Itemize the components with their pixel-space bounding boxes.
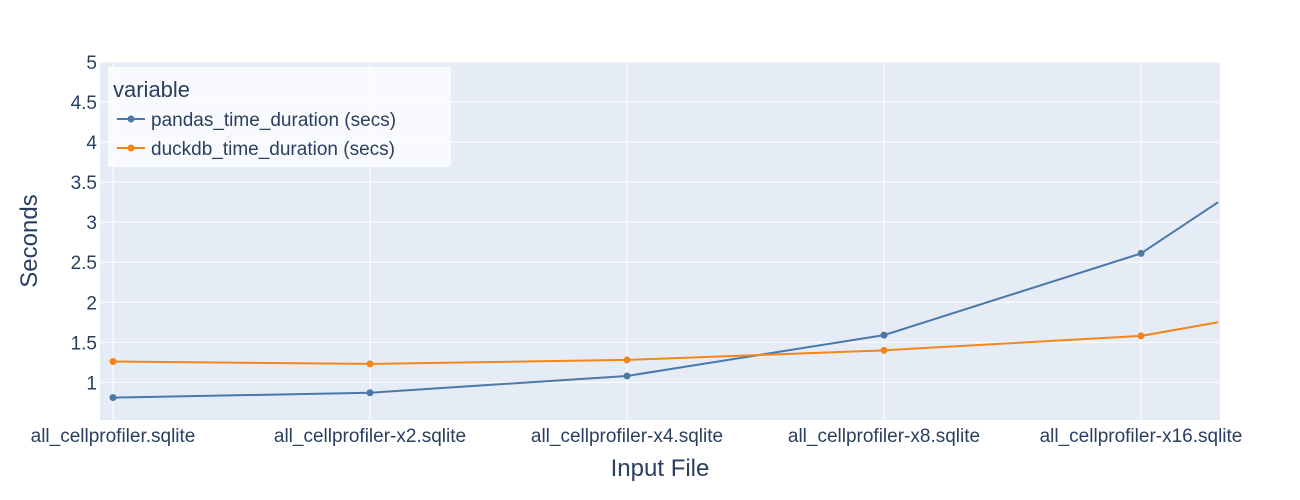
y-tick-label: 3	[86, 213, 97, 234]
legend: variable pandas_time_duration (secs) duck…	[108, 67, 451, 167]
data-point	[366, 389, 374, 397]
legend-items: pandas_time_duration (secs) duckdb_time_d…	[117, 110, 396, 160]
y-tick-label: 5	[86, 53, 97, 74]
legend-swatch-marker	[127, 144, 135, 152]
series-layer	[109, 201, 1219, 402]
legend-label: duckdb_time_duration (secs)	[151, 139, 395, 160]
x-tick-label: all_cellprofiler-x4.sqlite	[531, 426, 723, 447]
y-axis-title: Seconds	[16, 194, 43, 287]
x-axis-ticks: all_cellprofiler.sqlite all_cellprofiler-…	[31, 426, 1243, 447]
series-line	[112, 321, 1219, 365]
legend-background	[108, 67, 451, 167]
x-tick-label: all_cellprofiler-x2.sqlite	[274, 426, 466, 447]
y-tick-label: 1	[86, 373, 97, 394]
y-tick-label: 4	[86, 133, 97, 154]
legend-swatch-marker	[127, 115, 135, 123]
data-point	[109, 394, 117, 402]
data-point	[1137, 332, 1145, 340]
x-tick-label: all_cellprofiler-x8.sqlite	[788, 426, 980, 447]
x-tick-label: all_cellprofiler.sqlite	[31, 426, 196, 447]
data-point	[109, 358, 117, 366]
legend-title: variable	[113, 77, 190, 102]
data-point	[880, 346, 888, 354]
data-point	[623, 372, 631, 380]
data-point	[880, 331, 888, 339]
y-tick-label: 2	[86, 293, 97, 314]
x-axis-title: Input File	[611, 455, 710, 482]
x-tick-label: all_cellprofiler-x16.sqlite	[1040, 426, 1243, 447]
y-tick-label: 1.5	[71, 333, 97, 354]
data-point	[1137, 249, 1145, 257]
legend-label: pandas_time_duration (secs)	[151, 110, 396, 131]
data-point	[366, 360, 374, 368]
y-tick-label: 2.5	[71, 253, 97, 274]
y-tick-label: 4.5	[71, 93, 97, 114]
y-tick-label: 3.5	[71, 173, 97, 194]
data-point	[623, 356, 631, 364]
y-axis-ticks: 1 1.5 2 2.5 3 3.5 4 4.5 5	[71, 53, 98, 394]
